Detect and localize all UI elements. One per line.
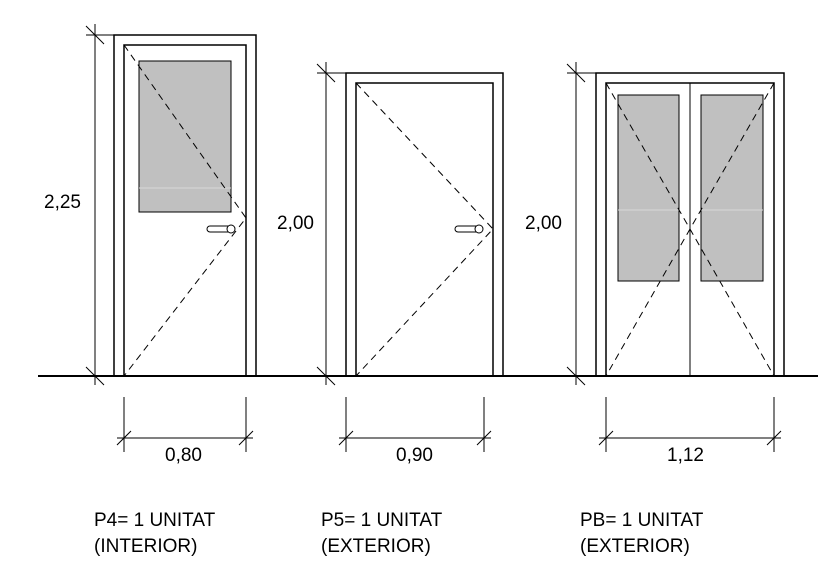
door-p4-height-dimension xyxy=(85,24,114,386)
door-pb-height-dimension xyxy=(566,62,596,386)
door-p5-height-label: 2,00 xyxy=(277,213,314,234)
door-pb xyxy=(566,62,785,452)
door-p4-caption: P4= 1 UNITAT (INTERIOR) xyxy=(94,508,215,560)
door-pb-width-label: 1,12 xyxy=(667,445,704,466)
door-p4-handle xyxy=(206,224,236,234)
door-p4-outer-frame xyxy=(113,34,257,377)
door-pb-width-dimension xyxy=(598,397,782,452)
door-p4-inner-frame xyxy=(123,44,247,376)
door-pb-caption-type: (EXTERIOR) xyxy=(580,536,690,557)
door-p5-swing-lines xyxy=(355,82,494,377)
door-p5 xyxy=(316,62,504,452)
door-p4-width-label: 0,80 xyxy=(165,445,202,466)
door-p5-height-dimension xyxy=(316,62,346,386)
door-p5-caption: P5= 1 UNITAT (EXTERIOR) xyxy=(321,508,442,560)
door-p5-caption-unit: P5= 1 UNITAT xyxy=(321,510,443,531)
door-pb-caption-unit: PB= 1 UNITAT xyxy=(580,510,704,531)
door-p5-handle xyxy=(454,224,484,234)
door-p4-height-label: 2,25 xyxy=(44,192,81,213)
door-pb-caption: PB= 1 UNITAT (EXTERIOR) xyxy=(580,508,703,560)
door-pb-glass-right xyxy=(700,94,764,282)
door-p4 xyxy=(85,24,257,452)
door-p4-glass-panel xyxy=(138,60,232,213)
door-p4-caption-unit: P4= 1 UNITAT xyxy=(94,510,216,531)
door-p5-caption-type: (EXTERIOR) xyxy=(321,536,431,557)
door-p4-width-dimension xyxy=(116,397,254,452)
door-p4-caption-type: (INTERIOR) xyxy=(94,536,198,557)
door-pb-glass-left xyxy=(617,94,680,282)
door-p5-outer-frame xyxy=(345,72,504,377)
door-p5-width-label: 0,90 xyxy=(396,445,433,466)
door-p5-inner-frame xyxy=(355,82,494,376)
door-pb-swing-lines-right xyxy=(689,82,775,377)
door-p5-width-dimension xyxy=(338,397,492,452)
door-pb-height-label: 2,00 xyxy=(525,213,562,234)
